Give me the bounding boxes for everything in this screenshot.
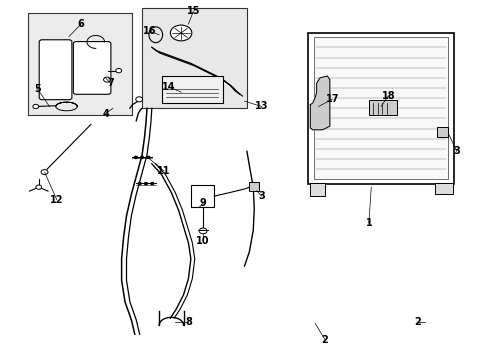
Text: 2: 2	[413, 317, 420, 327]
Text: 13: 13	[254, 102, 268, 112]
Bar	[161, 76, 222, 103]
Text: 3: 3	[452, 146, 459, 156]
Text: 18: 18	[381, 91, 394, 101]
Text: 9: 9	[199, 198, 206, 208]
Circle shape	[36, 185, 41, 189]
Bar	[368, 100, 396, 116]
Bar	[307, 33, 453, 184]
Text: 10: 10	[196, 236, 209, 246]
Text: 5: 5	[34, 84, 41, 94]
Circle shape	[144, 183, 147, 185]
Circle shape	[199, 228, 206, 234]
Bar	[310, 183, 325, 196]
Bar	[434, 183, 452, 194]
Text: 16: 16	[142, 26, 156, 36]
Circle shape	[116, 68, 122, 73]
FancyBboxPatch shape	[39, 40, 72, 100]
Text: 3: 3	[258, 191, 264, 201]
Text: 2: 2	[321, 334, 327, 345]
Text: 11: 11	[157, 166, 170, 176]
FancyBboxPatch shape	[73, 41, 111, 94]
Bar	[436, 127, 447, 137]
Bar	[27, 13, 132, 116]
Bar	[190, 185, 214, 207]
Text: 12: 12	[50, 195, 63, 205]
Circle shape	[33, 104, 39, 109]
Circle shape	[41, 170, 48, 175]
Text: 4: 4	[102, 109, 109, 119]
Circle shape	[134, 156, 137, 158]
Bar	[142, 8, 246, 108]
Circle shape	[141, 156, 143, 158]
Text: 17: 17	[325, 94, 338, 104]
Text: 6: 6	[78, 19, 84, 29]
Text: 14: 14	[162, 82, 175, 92]
Text: 15: 15	[186, 6, 200, 17]
Circle shape	[138, 183, 141, 185]
Polygon shape	[310, 76, 329, 130]
Circle shape	[151, 183, 154, 185]
Circle shape	[147, 156, 150, 158]
Circle shape	[170, 25, 191, 41]
Text: 7: 7	[107, 78, 114, 88]
Text: 8: 8	[184, 317, 191, 327]
Bar	[313, 37, 447, 179]
Bar	[249, 182, 259, 191]
Circle shape	[136, 97, 142, 102]
Text: 1: 1	[365, 218, 371, 228]
Circle shape	[103, 77, 110, 82]
